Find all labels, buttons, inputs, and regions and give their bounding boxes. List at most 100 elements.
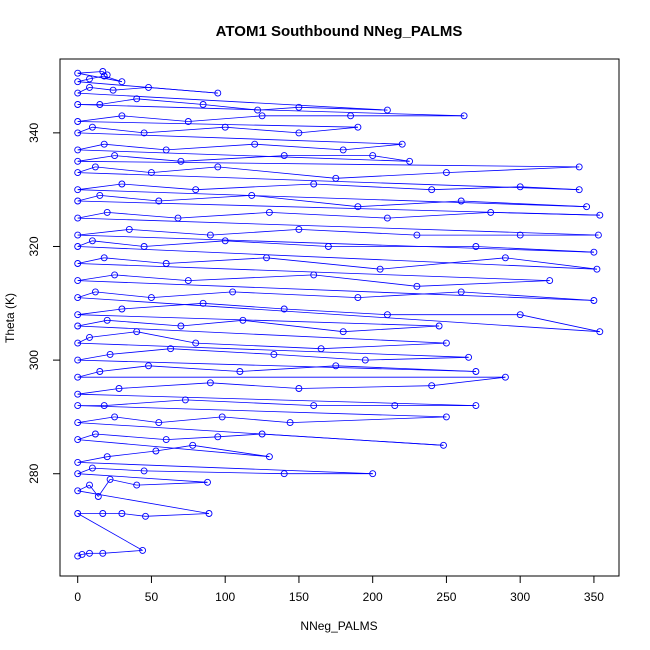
series-line-segment [107,319,181,327]
data-point [204,478,211,486]
data-point [310,402,318,410]
data-point [103,71,111,79]
series-line-segment [77,462,373,475]
series-line-segment [77,337,90,344]
series-line-segment [121,513,146,517]
series-line-segment [77,484,90,492]
data-point [74,157,82,165]
data-point [118,305,126,313]
data-point [596,211,604,219]
series-line-segment [225,240,329,247]
data-point [74,118,82,125]
y-axis-label: Theta (K) [3,293,17,343]
data-point [369,152,377,160]
data-point [472,243,480,250]
y-tick-label: 300 [27,350,41,370]
data-point [74,419,82,427]
data-point [74,356,82,364]
data-point [205,510,213,517]
series-line-segment [77,87,90,94]
data-point [248,191,256,199]
series-line-segment [77,371,100,378]
series-line-segment [77,439,270,458]
series-points [74,68,604,560]
data-point [74,243,82,250]
series-line-segment [77,354,111,361]
data-point [310,180,318,188]
series-line-segment [77,81,218,94]
series-line-segment [166,143,255,151]
series-line-segment [99,195,159,202]
data-point [74,260,82,267]
series-line-segment [145,513,210,517]
data-point [332,362,340,370]
data-point [74,277,82,285]
data-point [125,225,133,233]
data-point [590,297,598,304]
series-line-segment [144,240,226,247]
data-point [516,311,524,319]
series-line-segment [114,155,181,162]
data-point [86,75,93,83]
data-point [103,316,111,324]
data-point [413,282,421,290]
series-line-segment [77,183,122,191]
series-line-segment [77,342,469,358]
series-line-segment [77,422,444,446]
data-point [575,186,583,194]
data-point [74,294,82,302]
data-point [106,350,114,358]
series-line-segment [77,297,600,333]
x-tick-label: 350 [584,590,604,604]
data-point [221,123,229,131]
data-point [472,402,480,410]
series-line-segment [290,416,447,423]
x-axis: 0 50 100 150 200 250 300 350 [74,575,604,604]
data-point [139,546,147,554]
series-line-segment [77,71,103,74]
series-line-segment [158,195,252,202]
series-line-segment [77,172,580,191]
x-tick-label: 150 [289,590,309,604]
series-line-segment [266,257,381,270]
data-point [74,214,82,222]
data-point [88,123,96,131]
data-point [99,510,107,517]
x-axis-label: NNeg_PALMS [300,619,377,633]
series-line-segment [77,121,358,128]
data-point [111,271,119,279]
data-point [74,89,82,97]
data-point [140,467,148,475]
series-line-segment [365,356,469,361]
data-point [413,231,421,239]
series-line-segment [321,342,447,350]
series-line-segment [136,331,196,344]
data-point [74,69,82,77]
series-line-segment [203,302,285,310]
series-line-segment [77,405,447,418]
data-point [270,350,278,358]
series-line-segment [148,365,240,372]
series-line-segment [242,319,344,333]
data-point [310,271,318,279]
data-point [74,311,82,319]
series-line-segment [166,436,218,440]
series-line-segment [77,217,599,236]
data-point [155,197,163,205]
series-line-segment [77,319,108,327]
data-point [251,140,259,148]
data-point [465,353,473,361]
series-line-segment [298,385,432,389]
data-point [91,430,99,438]
series-line-segment [170,348,274,355]
data-point [457,197,465,205]
series-line-segment [195,342,322,350]
series-line-segment [372,155,410,162]
data-point [177,157,185,165]
data-point [214,163,222,171]
plot-area [74,68,604,560]
series-line-segment [77,92,388,111]
series-line-segment [92,240,145,247]
series-line-segment [104,143,167,151]
data-point [258,430,266,438]
